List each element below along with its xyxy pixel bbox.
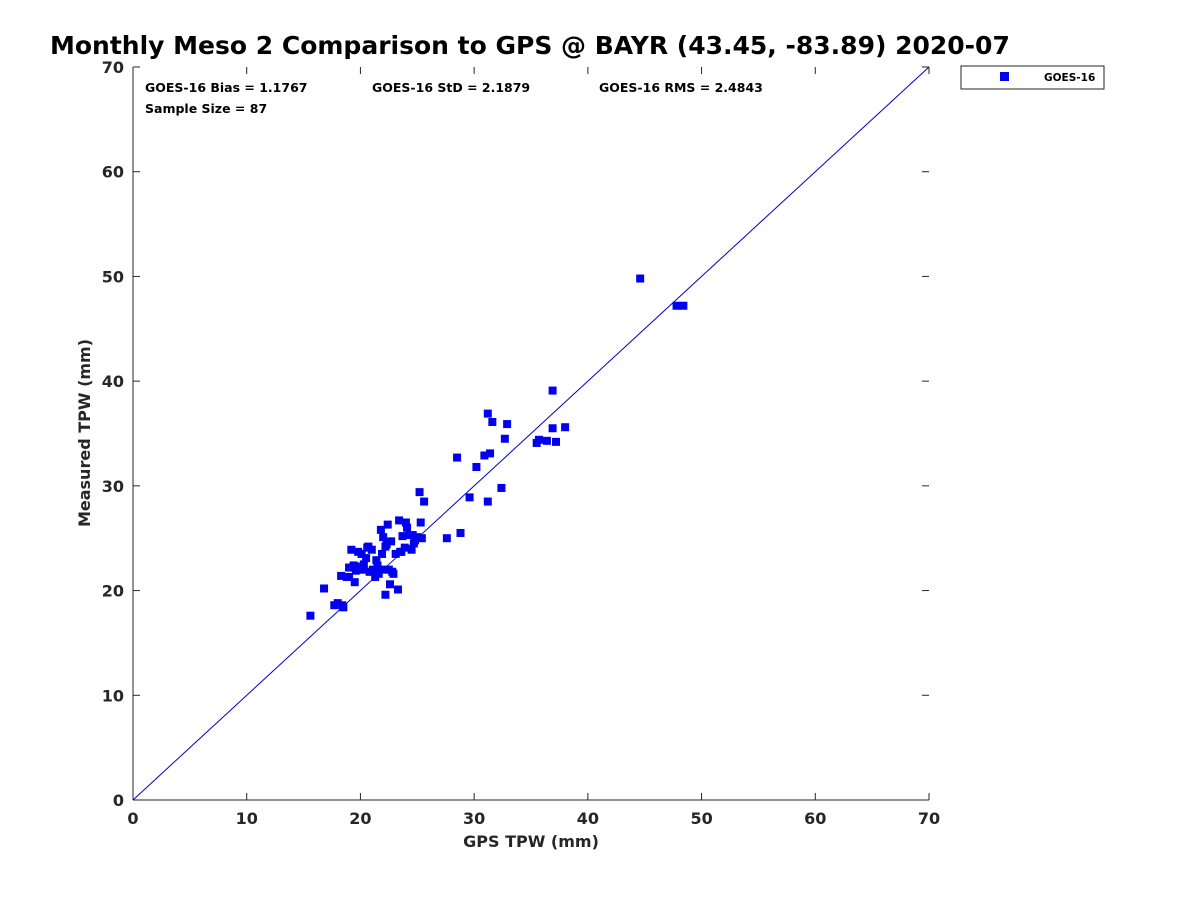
data-point <box>483 409 492 418</box>
data-point <box>345 563 354 572</box>
std-annotation: GOES-16 StD = 2.1879 <box>372 80 530 95</box>
sample-size-annotation: Sample Size = 87 <box>145 101 267 116</box>
data-point <box>395 516 404 525</box>
data-point <box>442 534 451 543</box>
data-point <box>561 423 570 432</box>
data-point <box>483 497 492 506</box>
data-point <box>456 528 465 537</box>
x-tick-label: 10 <box>236 809 258 828</box>
data-point <box>378 549 387 558</box>
y-tick-label: 20 <box>102 582 124 601</box>
series-goes-16 <box>306 274 688 620</box>
data-point <box>407 545 416 554</box>
data-point <box>411 536 420 545</box>
data-point <box>366 567 375 576</box>
data-point <box>387 537 396 546</box>
data-point <box>397 547 406 556</box>
x-tick-label: 50 <box>690 809 712 828</box>
data-point <box>636 274 645 283</box>
data-point <box>388 567 397 576</box>
y-tick-label: 30 <box>102 477 124 496</box>
data-point <box>362 554 371 563</box>
data-point <box>345 572 354 581</box>
data-point <box>398 532 407 541</box>
data-point <box>374 569 383 578</box>
data-point <box>320 584 329 593</box>
data-point <box>359 560 368 569</box>
y-axis-label: Measured TPW (mm) <box>75 339 94 527</box>
data-point <box>503 420 512 429</box>
data-point <box>391 549 400 558</box>
data-point <box>679 301 688 310</box>
data-point <box>333 599 342 608</box>
data-point <box>488 417 497 426</box>
data-point <box>500 434 509 443</box>
data-point <box>401 518 410 527</box>
legend-box <box>960 65 1105 90</box>
legend: GOES-16 <box>960 65 1105 90</box>
data-point <box>672 301 681 310</box>
data-point <box>383 520 392 529</box>
data-point <box>534 435 543 444</box>
data-point <box>472 463 481 472</box>
data-point <box>337 571 346 580</box>
x-tick-label: 30 <box>463 809 485 828</box>
data-point <box>358 565 367 574</box>
data-point <box>497 483 506 492</box>
data-point <box>373 561 382 570</box>
bias-annotation: GOES-16 Bias = 1.1767 <box>145 80 307 95</box>
data-point <box>372 556 381 565</box>
y-tick-label: 70 <box>102 58 124 77</box>
x-tick-label: 20 <box>349 809 371 828</box>
stats-annotations: GOES-16 Bias = 1.1767 GOES-16 StD = 2.18… <box>145 80 763 116</box>
legend-marker <box>1000 72 1009 81</box>
data-point <box>393 585 402 594</box>
data-point <box>379 533 388 542</box>
plot-area: 0 10 20 30 40 50 60 70 0 10 20 30 40 50 60 70 <box>102 58 940 828</box>
data-point <box>465 493 474 502</box>
data-point <box>351 562 360 571</box>
x-tick-label: 60 <box>804 809 826 828</box>
data-point <box>351 566 360 575</box>
data-point <box>357 549 366 558</box>
legend-label: GOES-16 <box>1044 72 1095 84</box>
data-point <box>548 386 557 395</box>
one-to-one-line <box>132 66 930 801</box>
data-point <box>416 518 425 527</box>
data-point <box>453 453 462 462</box>
data-point <box>364 542 373 551</box>
data-point <box>385 580 394 589</box>
chart-title: Monthly Meso 2 Comparison to GPS @ BAYR … <box>50 31 1010 60</box>
data-point <box>376 525 385 534</box>
rms-annotation: GOES-16 RMS = 2.4843 <box>599 80 763 95</box>
data-point <box>415 488 424 497</box>
data-point <box>480 451 489 460</box>
data-point <box>306 611 315 620</box>
y-tick-label: 50 <box>102 267 124 286</box>
data-point <box>350 578 359 587</box>
data-point <box>552 437 561 446</box>
data-point <box>338 601 347 610</box>
x-tick-label: 40 <box>577 809 599 828</box>
data-point <box>380 565 389 574</box>
x-tick-label: 0 <box>127 809 138 828</box>
data-point <box>347 545 356 554</box>
y-tick-label: 60 <box>102 163 124 182</box>
data-point <box>400 543 409 552</box>
data-point <box>403 523 412 532</box>
data-point <box>420 497 429 506</box>
x-tick-label: 70 <box>918 809 940 828</box>
data-point <box>417 534 426 543</box>
data-point <box>486 449 495 458</box>
y-tick-label: 0 <box>113 791 124 810</box>
y-tick-label: 10 <box>102 686 124 705</box>
data-point <box>408 531 417 540</box>
x-axis-label: GPS TPW (mm) <box>463 832 599 851</box>
y-tick-label: 40 <box>102 372 124 391</box>
data-point <box>542 436 551 445</box>
data-point <box>381 590 390 599</box>
data-point <box>548 424 557 433</box>
data-point <box>381 542 390 551</box>
